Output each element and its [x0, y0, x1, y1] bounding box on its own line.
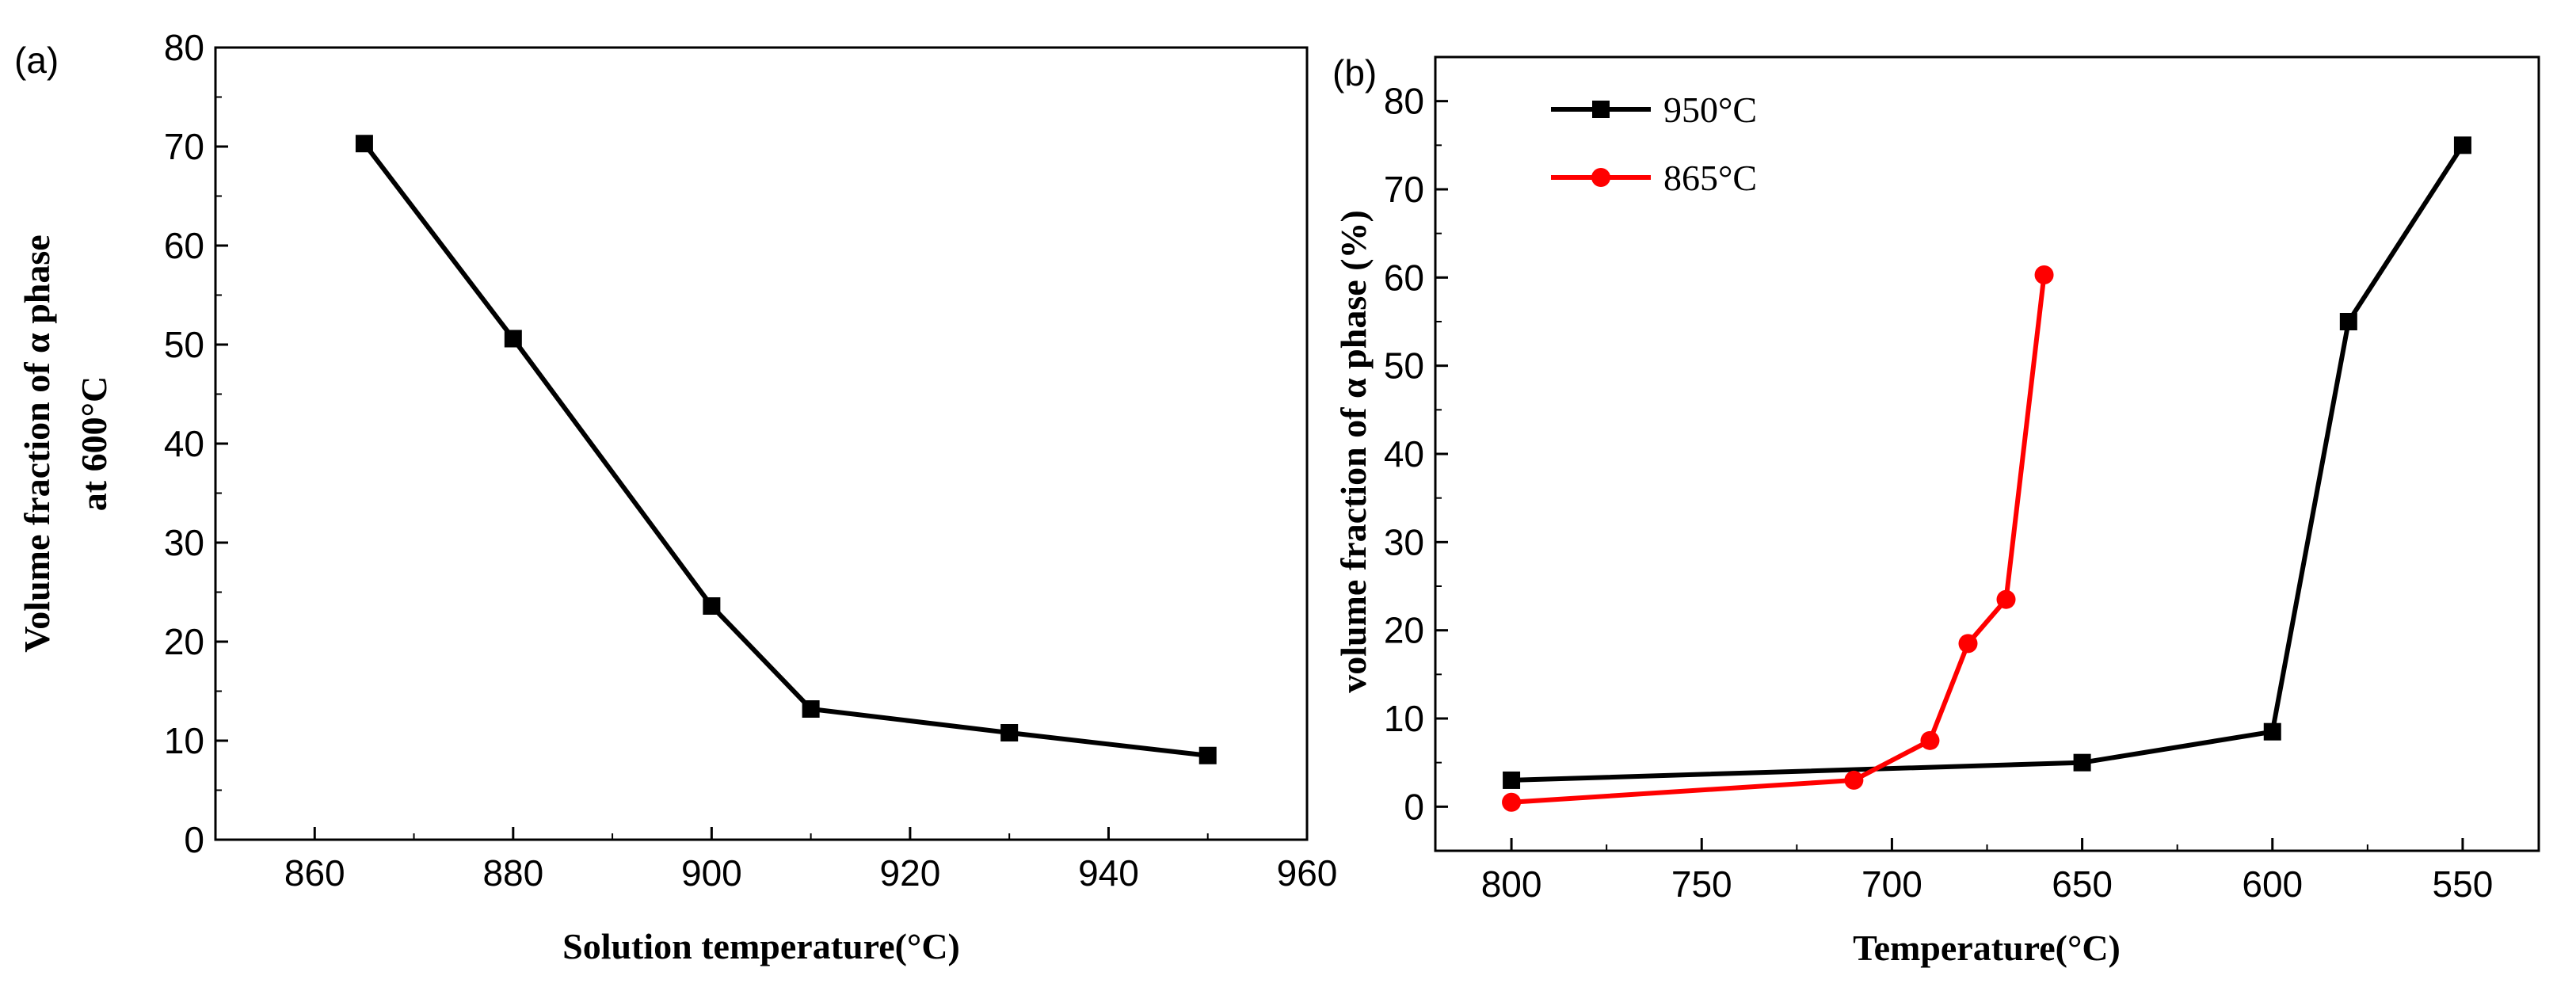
series-line	[362, 142, 1209, 758]
legend-marker	[1592, 101, 1610, 118]
y-tick-label: 0	[184, 819, 204, 860]
y-tick-label: 0	[1404, 786, 1424, 827]
panel-a-y-axis-title-line1: Volume fraction of α phase	[17, 234, 57, 652]
y-tick-label: 30	[1384, 521, 1424, 562]
panel-b-series	[1502, 136, 2471, 812]
data-point	[504, 330, 522, 348]
data-point	[2453, 136, 2471, 154]
data-point	[2073, 753, 2091, 772]
panel-a-y-ticks: 0 10 20 30 40 50 60 70 80	[164, 27, 228, 860]
panel-b-y-ticks: 0 10 20 30 40 50 60 70 80	[1384, 81, 1448, 827]
y-tick-label: 40	[164, 423, 204, 464]
y-tick-label: 50	[1384, 345, 1424, 387]
data-point	[1920, 730, 1940, 750]
y-tick-label: 30	[164, 522, 204, 563]
x-tick-label: 650	[2052, 863, 2113, 905]
panel-b-x-axis-title: Temperature(°C)	[1853, 928, 2121, 968]
data-point	[1958, 634, 1978, 654]
panel-a-x-axis-title: Solution temperature(°C)	[562, 926, 960, 966]
legend-marker	[1591, 168, 1610, 187]
x-tick-label: 550	[2433, 863, 2494, 905]
y-tick-label: 20	[1384, 610, 1424, 651]
series-line	[1511, 274, 2047, 805]
x-tick-label: 880	[482, 852, 543, 894]
y-tick-label: 60	[164, 225, 204, 266]
panel-a-y-axis-title-line2: at 600°C	[74, 376, 114, 511]
data-point	[1198, 746, 1217, 764]
data-point	[355, 135, 373, 153]
y-tick-label: 10	[1384, 698, 1424, 739]
series-line	[1511, 143, 2465, 783]
x-tick-label: 700	[1862, 863, 1922, 905]
data-point	[2034, 265, 2054, 284]
panel-a-x-ticks: 860 880 900 920 940 960	[284, 827, 1337, 894]
y-tick-label: 60	[1384, 257, 1424, 298]
x-tick-label: 920	[880, 852, 941, 894]
data-point	[703, 597, 721, 615]
legend-label: 950°C	[1663, 90, 1757, 130]
panel-b-y-axis-title: volume fraction of α phase (%)	[1333, 210, 1374, 693]
data-point	[2263, 722, 2281, 741]
x-tick-label: 800	[1481, 863, 1542, 905]
data-point	[1996, 589, 2016, 609]
data-point	[1503, 771, 1521, 789]
panel-a-chart: (a) 860 880 900 920 940 960 0 10 20 30 40 50 60 70 80…	[14, 27, 1337, 966]
panel-a-label: (a)	[14, 40, 59, 81]
y-tick-label: 40	[1384, 433, 1424, 475]
x-tick-label: 940	[1078, 852, 1139, 894]
data-point	[2339, 313, 2357, 330]
y-tick-label: 50	[164, 324, 204, 365]
panel-a-y-axis-title: Volume fraction of α phase at 600°C	[17, 234, 114, 652]
data-point	[1844, 770, 1864, 790]
y-tick-label: 80	[1384, 81, 1424, 122]
legend-label: 865°C	[1663, 158, 1757, 198]
x-tick-label: 960	[1277, 852, 1338, 894]
x-tick-label: 600	[2242, 863, 2303, 905]
x-tick-label: 860	[284, 852, 345, 894]
y-tick-label: 10	[164, 720, 204, 761]
y-tick-label: 70	[164, 126, 204, 167]
panel-b-label: (b)	[1332, 52, 1377, 93]
data-point	[802, 700, 820, 718]
y-tick-label: 20	[164, 621, 204, 662]
panel-b-legend: 950°C 865°C	[1551, 90, 1757, 198]
x-tick-label: 750	[1671, 863, 1732, 905]
panel-b-x-ticks: 800 750 700 650 600 550	[1481, 838, 2494, 905]
panel-b-chart: (b) 800 750 700 650 600 550 0 10 20 30 40 50 60 70 80…	[1332, 52, 2540, 968]
x-tick-label: 900	[681, 852, 742, 894]
panel-a-series	[355, 135, 1217, 764]
y-tick-label: 70	[1384, 169, 1424, 210]
data-point	[1000, 724, 1019, 741]
y-tick-label: 80	[164, 27, 204, 68]
data-point	[1502, 792, 1522, 812]
